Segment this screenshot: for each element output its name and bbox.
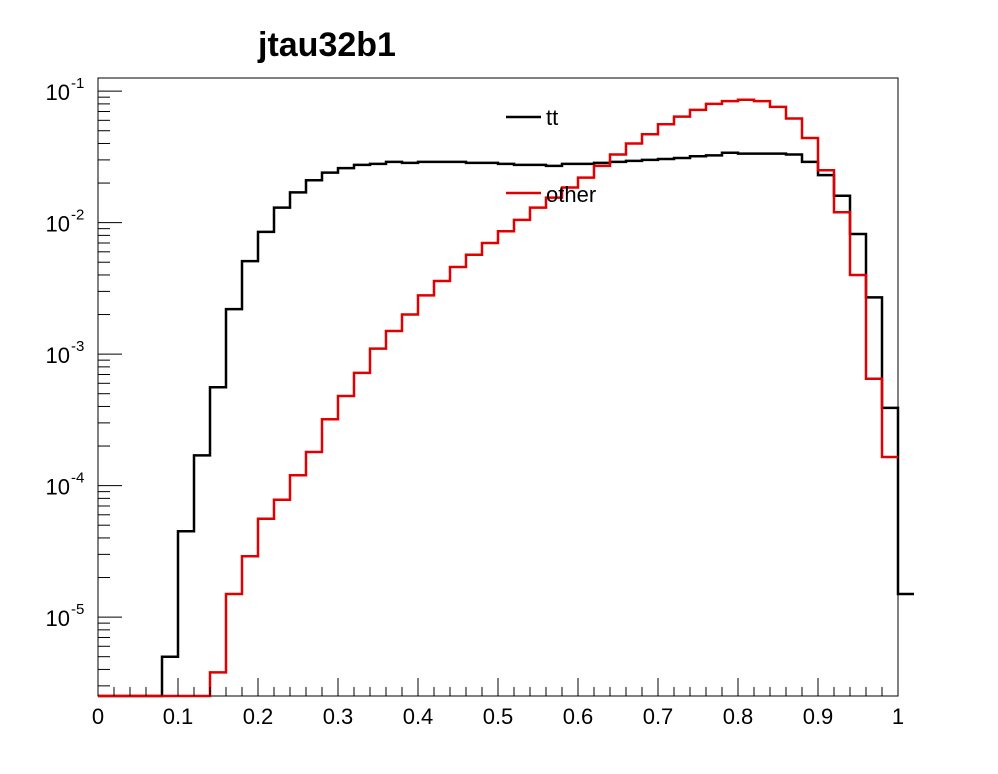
series-layer bbox=[98, 98, 914, 698]
y-tick-label: 10 bbox=[46, 475, 70, 500]
y-tick-label: 10 bbox=[46, 606, 70, 631]
y-tick-exponent: -4 bbox=[71, 470, 84, 487]
x-axis: 0 0.1 0.2 0.3 0.4 0.5 0.6 0.7 0.8 0.9 1 bbox=[92, 678, 904, 729]
series-other-line bbox=[98, 98, 898, 698]
y-tick-exponent: -1 bbox=[71, 75, 84, 92]
y-tick-exponent: -3 bbox=[71, 338, 84, 355]
y-tick-exponent: -2 bbox=[71, 207, 84, 224]
legend-label-tt: tt bbox=[546, 105, 558, 130]
y-tick-label: 10 bbox=[46, 343, 70, 368]
x-tick-label: 0.5 bbox=[483, 704, 514, 729]
chart-title: jtau32b1 bbox=[257, 26, 396, 64]
y-tick-exponent: -5 bbox=[71, 601, 84, 618]
legend: tt other bbox=[506, 105, 596, 207]
x-tick-label: 0.3 bbox=[323, 704, 354, 729]
x-tick-label: 0.4 bbox=[403, 704, 434, 729]
x-tick-label: 0.1 bbox=[163, 704, 194, 729]
x-tick-label: 0.2 bbox=[243, 704, 274, 729]
y-tick-label: 10 bbox=[46, 212, 70, 237]
legend-label-other: other bbox=[546, 182, 596, 207]
y-axis: 10-110-210-310-410-5 bbox=[46, 75, 122, 687]
x-tick-label: 0.7 bbox=[643, 704, 674, 729]
series-tt-line bbox=[98, 151, 914, 698]
x-tick-label: 1 bbox=[892, 704, 904, 729]
x-tick-label: 0.9 bbox=[803, 704, 834, 729]
x-tick-label: 0.6 bbox=[563, 704, 594, 729]
x-tick-label: 0 bbox=[92, 704, 104, 729]
y-tick-label: 10 bbox=[46, 80, 70, 105]
x-tick-label: 0.8 bbox=[723, 704, 754, 729]
